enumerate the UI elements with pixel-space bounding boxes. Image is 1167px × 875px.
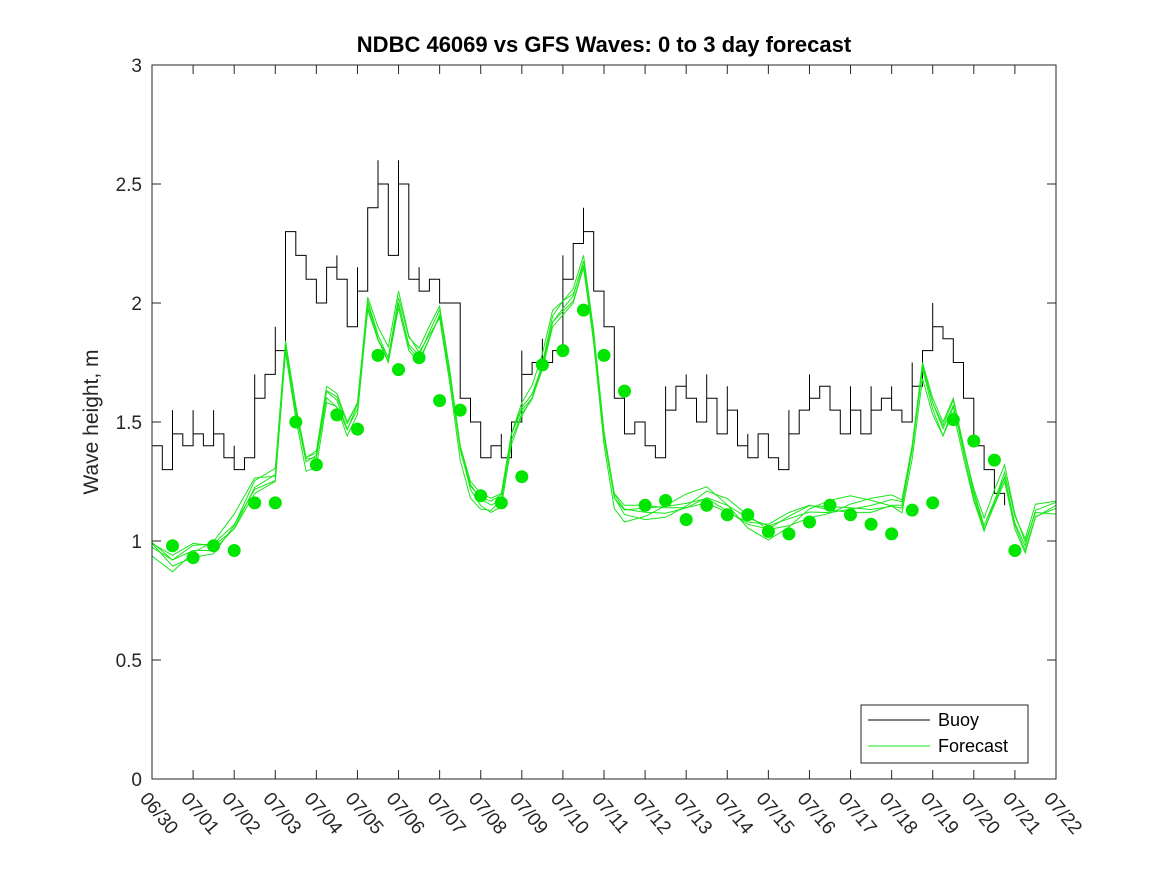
buoy-line — [152, 160, 1006, 506]
forecast-point — [761, 525, 775, 538]
forecast-point — [248, 496, 262, 510]
forecast-line — [151, 267, 1057, 556]
forecast-point — [392, 363, 405, 377]
x-tick-label: 07/03 — [258, 789, 305, 839]
forecast-point — [330, 408, 344, 422]
y-tick-label: 1.5 — [116, 413, 142, 434]
forecast-line — [151, 264, 1057, 573]
forecast-point — [556, 344, 570, 358]
forecast-point — [597, 348, 611, 362]
forecast-point — [823, 498, 837, 512]
forecast-point — [700, 498, 714, 512]
chart-title: NDBC 46069 vs GFS Waves: 0 to 3 day fore… — [357, 32, 852, 57]
forecast-point — [309, 458, 323, 472]
y-tick-label: 3 — [131, 56, 142, 77]
x-tick-label: 07/04 — [300, 789, 347, 839]
forecast-point — [638, 498, 652, 512]
legend: Buoy Forecast — [860, 704, 1029, 764]
forecast-point — [946, 413, 960, 427]
forecast-point — [577, 303, 590, 317]
x-tick-label: 07/15 — [752, 789, 799, 839]
forecast-point — [515, 470, 529, 484]
x-tick-label: 06/30 — [135, 789, 182, 839]
legend-box — [860, 704, 1029, 764]
x-tick-label: 07/19 — [916, 789, 963, 839]
forecast-point — [679, 513, 693, 527]
forecast-point — [864, 517, 878, 531]
forecast-point — [885, 527, 899, 541]
forecast-point — [1008, 544, 1022, 557]
x-tick-label: 07/06 — [382, 789, 429, 839]
x-tick-label: 07/05 — [341, 789, 388, 839]
forecast-point — [720, 508, 734, 522]
x-tick-label: 07/07 — [423, 789, 470, 839]
x-tick-label: 07/22 — [1039, 789, 1086, 839]
forecast-point — [535, 358, 549, 372]
forecast-point — [494, 496, 508, 510]
forecast-point — [905, 503, 919, 517]
x-tick-label: 07/11 — [587, 789, 633, 838]
x-tick-label: 07/20 — [957, 789, 1004, 839]
forecast-point — [926, 496, 940, 510]
x-tick-label: 07/10 — [546, 789, 593, 839]
x-tick-label: 07/01 — [176, 789, 223, 839]
forecast-series — [151, 255, 1057, 573]
x-tick-label: 07/17 — [834, 789, 881, 839]
forecast-point — [268, 496, 282, 510]
legend-buoy-label: Buoy — [938, 710, 979, 730]
forecast-points — [166, 303, 1022, 565]
x-tick-label: 07/09 — [505, 789, 552, 839]
x-tick-label: 07/12 — [628, 789, 675, 839]
forecast-line — [151, 260, 1057, 561]
forecast-point — [186, 551, 200, 565]
y-tick-label: 0.5 — [116, 651, 142, 672]
legend-forecast-label: Forecast — [938, 736, 1008, 756]
x-tick-label: 07/08 — [464, 789, 511, 839]
forecast-point — [659, 494, 673, 507]
x-tick-label: 07/13 — [669, 789, 716, 839]
x-tick-label: 07/02 — [217, 789, 264, 839]
forecast-point — [227, 544, 241, 557]
forecast-point — [371, 348, 385, 362]
y-axis-label: Wave height, m — [80, 349, 103, 494]
x-tick-label: 07/14 — [710, 789, 757, 839]
forecast-point — [207, 539, 221, 553]
y-tick-label: 2.5 — [116, 175, 142, 196]
buoy-series — [152, 160, 1006, 506]
forecast-point — [741, 508, 755, 522]
y-tick-label: 2 — [131, 294, 142, 315]
forecast-point — [412, 351, 426, 365]
forecast-point — [433, 394, 447, 408]
forecast-point — [967, 434, 981, 448]
forecast-point — [782, 527, 796, 541]
x-tick-label: 07/16 — [793, 789, 840, 839]
y-tick-label: 0 — [131, 770, 142, 791]
plot-area — [152, 65, 1056, 779]
y-axis: 0 0.5 1 1.5 2 2.5 3 — [116, 56, 1056, 791]
forecast-point — [453, 403, 467, 417]
forecast-point — [618, 384, 631, 398]
forecast-point — [166, 539, 179, 553]
y-tick-label: 1 — [131, 532, 142, 553]
forecast-point — [474, 489, 488, 503]
forecast-point — [844, 508, 857, 522]
forecast-point — [289, 415, 303, 429]
forecast-point — [987, 453, 1001, 467]
x-tick-label: 07/21 — [998, 789, 1045, 839]
x-tick-label: 07/18 — [875, 789, 922, 839]
forecast-point — [803, 515, 816, 529]
forecast-point — [351, 422, 364, 436]
